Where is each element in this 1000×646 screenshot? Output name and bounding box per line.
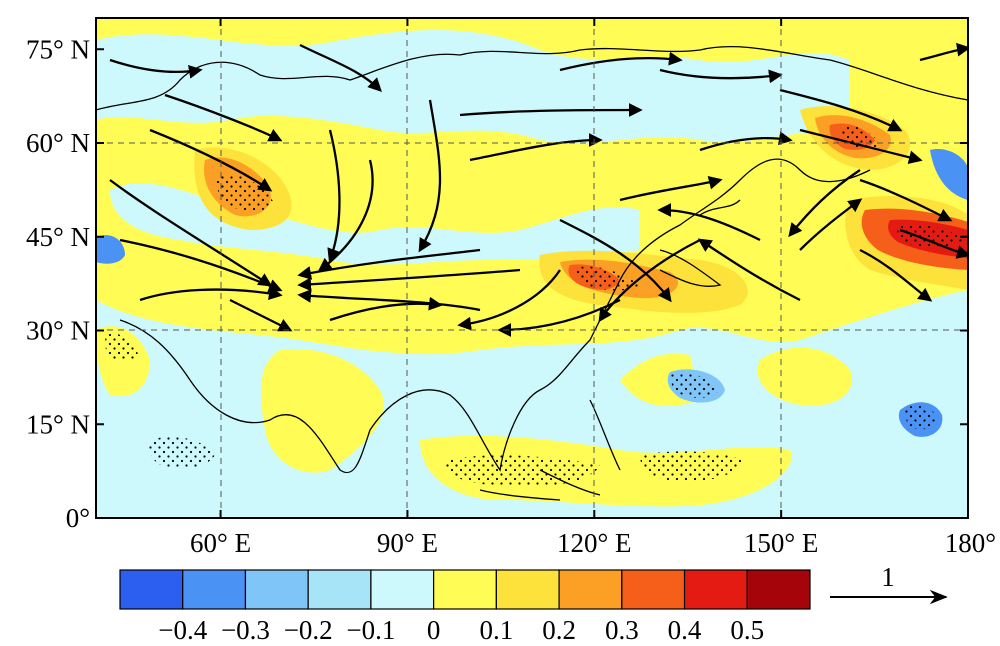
shaded-field [96,18,968,518]
colorbar: −0.4 −0.3 −0.2 −0.1 0 0.1 0.2 0.3 0.4 0.5 [119,569,811,645]
colorbar-swatch [683,569,748,610]
lat-tick-label: 0° [66,503,90,533]
colorbar-label: 0.4 [668,615,702,645]
lat-lon-grid [96,18,968,518]
colorbar-swatch [307,569,372,610]
colorbar-label: 0.5 [730,615,764,645]
colorbar-label: 0.3 [605,615,639,645]
axis-layer: 75° N 60° N 45° N 30° N 15° N 0° 60° E 90° E 120… [26,18,996,558]
colorbar-swatch [119,569,184,610]
significance-stipple [105,124,965,487]
colorbar-swatch [433,569,497,610]
colorbar-label: 0.1 [479,615,513,645]
colorbar-swatch [558,569,623,610]
colorbar-swatch [621,569,686,610]
colorbar-label: −0.1 [346,615,395,645]
reference-vector: 1 [830,562,948,605]
lon-tick-label: 90° E [377,528,438,558]
lat-tick-label: 60° N [26,128,90,158]
colorbar-label: 0.2 [542,615,576,645]
reference-vector-label: 1 [881,562,895,592]
colorbar-label: 0 [427,615,441,645]
lat-tick-label: 30° N [26,316,90,346]
colorbar-label: −0.4 [158,615,207,645]
lon-tick-label: 180° [945,528,996,558]
map-frame [95,17,969,519]
colorbar-swatch [182,569,247,610]
lon-tick-label: 150° E [744,528,819,558]
colorbar-label: −0.3 [221,615,270,645]
colorbar-swatch [495,569,560,610]
colorbar-swatch [244,569,309,610]
colorbar-swatch [746,569,811,610]
colorbar-swatch [370,569,435,610]
lat-tick-label: 45° N [26,222,90,252]
colorbar-label: −0.2 [284,615,333,645]
lat-tick-label: 15° N [26,409,90,439]
lat-tick-label: 75° N [26,34,90,64]
lon-tick-label: 60° E [190,528,251,558]
lon-tick-label: 120° E [557,528,632,558]
